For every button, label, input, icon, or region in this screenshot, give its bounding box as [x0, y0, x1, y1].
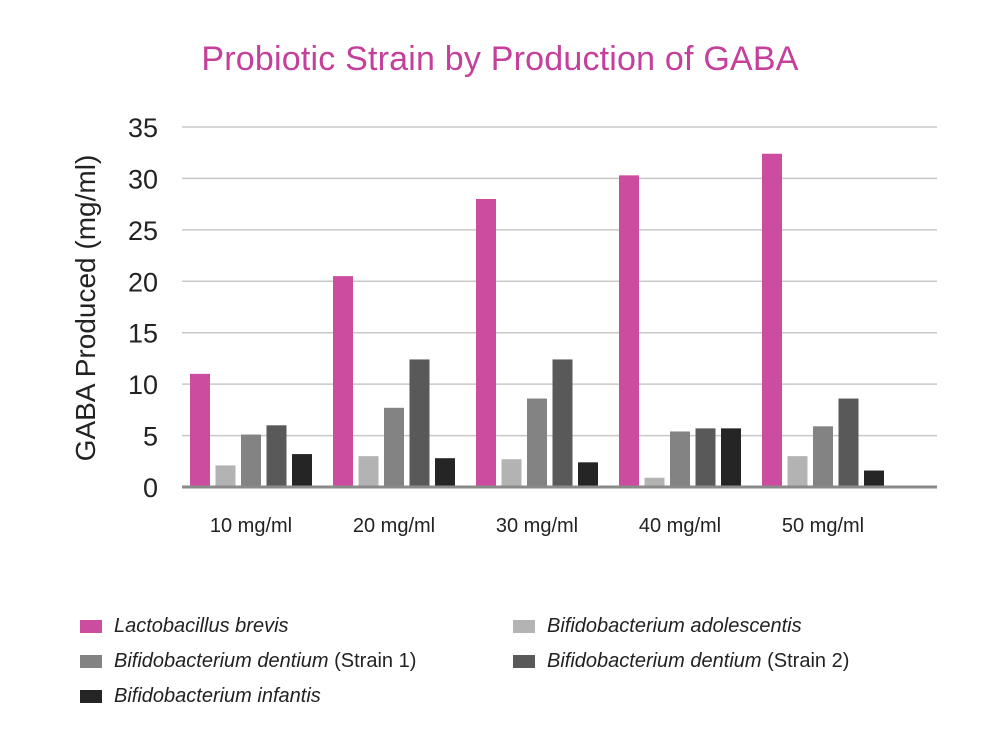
bar [266, 425, 287, 487]
bar [527, 398, 547, 487]
y-tick-label: 5 [143, 422, 158, 452]
legend-item: Bifidobacterium dentium (Strain 2) [513, 650, 953, 672]
bar [552, 359, 573, 487]
y-axis-label: GABA Produced (mg/ml) [70, 155, 101, 462]
bar [787, 456, 808, 487]
legend-species-name: Bifidobacterium infantis [114, 684, 321, 707]
bar [838, 398, 859, 487]
x-tick-label: 10 mg/ml [210, 515, 292, 537]
bar [384, 407, 404, 487]
legend-label: Bifidobacterium adolescentis [547, 615, 802, 638]
y-tick-label: 35 [128, 113, 158, 143]
legend-swatch [80, 689, 102, 703]
bar [190, 373, 210, 487]
y-tick-label: 0 [143, 473, 158, 503]
bar [333, 276, 353, 487]
legend-species-name: Bifidobacterium dentium [547, 649, 762, 672]
bar [476, 199, 496, 487]
legend-item: Bifidobacterium dentium (Strain 1) [80, 650, 513, 672]
x-tick-label: 30 mg/ml [496, 515, 578, 537]
legend-item: Bifidobacterium adolescentis [513, 615, 953, 637]
y-tick-label: 30 [128, 164, 158, 194]
legend-swatch [513, 654, 535, 668]
x-tick-label: 50 mg/ml [782, 515, 864, 537]
bar-chart: 0 5 10 15 20 25 30 35 10 mg/ml 20 mg/ml 30 mg/ml 4… [70, 113, 937, 537]
y-tick-label: 10 [128, 370, 158, 400]
legend-species-name: Lactobacillus brevis [114, 614, 289, 637]
legend-strain-suffix: (Strain 1) [328, 649, 417, 672]
bar [358, 456, 379, 487]
x-tick-label: 20 mg/ml [353, 515, 435, 537]
legend-swatch [80, 654, 102, 668]
bar [644, 477, 665, 487]
bar [409, 359, 430, 487]
bar [695, 428, 716, 487]
legend-swatch [80, 619, 102, 633]
bar [670, 431, 690, 487]
legend-item: Lactobacillus brevis [80, 615, 513, 637]
bar [215, 465, 236, 487]
bar [241, 434, 261, 487]
legend-item: Bifidobacterium infantis [80, 685, 513, 707]
legend-label: Bifidobacterium dentium (Strain 1) [114, 650, 416, 673]
legend-species-name: Bifidobacterium adolescentis [547, 614, 802, 637]
bar [619, 175, 639, 488]
legend-label: Bifidobacterium infantis [114, 685, 321, 708]
y-tick-label: 20 [128, 267, 158, 297]
y-tick-label: 25 [128, 216, 158, 246]
legend-label: Bifidobacterium dentium (Strain 2) [547, 650, 849, 673]
x-tick-label: 40 mg/ml [639, 515, 721, 537]
x-tick-labels: 10 mg/ml 20 mg/ml 30 mg/ml 40 mg/ml 50 mg/ml [210, 515, 864, 537]
bar [864, 470, 884, 487]
bar [292, 454, 312, 487]
legend-strain-suffix: (Strain 2) [761, 649, 850, 672]
bars [190, 153, 884, 488]
y-tick-labels: 0 5 10 15 20 25 30 35 [128, 113, 158, 503]
legend-swatch [513, 619, 535, 633]
legend-species-name: Bifidobacterium dentium [114, 649, 329, 672]
bar [813, 426, 833, 487]
bar [762, 153, 782, 487]
bar [721, 428, 741, 487]
legend-label: Lactobacillus brevis [114, 615, 289, 638]
bar [501, 459, 522, 487]
bar [578, 462, 598, 487]
bar [435, 458, 455, 487]
legend: Lactobacillus brevis Bifidobacterium adol… [80, 615, 960, 707]
chart-title: Probiotic Strain by Production of GABA [201, 40, 799, 78]
y-tick-label: 15 [128, 319, 158, 349]
